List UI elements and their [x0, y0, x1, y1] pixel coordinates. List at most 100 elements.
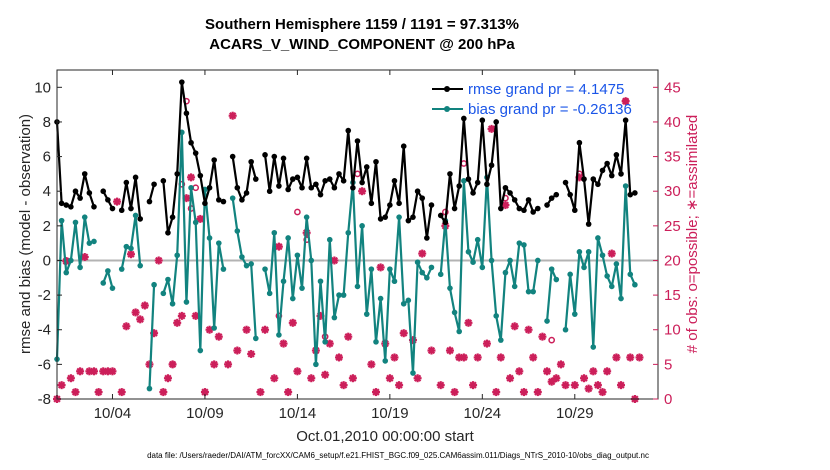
bias-point [553, 276, 560, 283]
bias-point [391, 278, 398, 285]
rmse-point [387, 202, 393, 208]
y-right-tick-label: 0 [664, 391, 672, 408]
y-left-tick-label: -2 [38, 287, 51, 304]
bias-point [234, 228, 241, 234]
rmse-point [595, 181, 601, 188]
obs-assimilated-marker [94, 388, 103, 397]
bias-point [516, 240, 523, 246]
obs-assimilated-marker [589, 367, 598, 376]
rmse-point [294, 174, 301, 181]
rmse-point [502, 184, 509, 191]
rmse-point [484, 181, 490, 188]
bias-point [373, 339, 379, 345]
rmse-point [146, 198, 153, 205]
rmse-point [271, 153, 278, 160]
rmse-point [544, 202, 550, 208]
obs-assimilated-marker [469, 381, 478, 390]
rmse-point [400, 143, 407, 149]
rmse-point [179, 79, 185, 85]
bias-point [216, 240, 222, 246]
bias-point [599, 252, 606, 259]
bias-line-segment [148, 284, 156, 389]
obs-assimilated-marker [519, 388, 528, 397]
obs-assimilated-marker [210, 360, 219, 369]
bias-point [151, 281, 157, 288]
rmse-point [128, 205, 134, 212]
obs-assimilated-marker [390, 353, 399, 362]
bias-point [308, 257, 315, 264]
x-tick-label: 10/09 [186, 405, 224, 422]
obs-assimilated-marker [501, 201, 510, 210]
y-left-axis-label: rmse and bias (model - observation) [17, 114, 34, 354]
obs-assimilated-marker [543, 367, 552, 376]
rmse-point [123, 179, 130, 186]
rmse-point [216, 197, 222, 203]
rmse-point [165, 229, 171, 236]
rmse-point [442, 219, 449, 226]
y-left-tick-label: -8 [38, 391, 51, 408]
y-left-tick-label: 6 [43, 149, 51, 166]
bias-point [465, 249, 472, 255]
rmse-point [132, 174, 139, 181]
rmse-point [331, 184, 338, 191]
obs-assimilated-marker [515, 367, 524, 376]
obs-assimilated-marker [284, 388, 293, 397]
rmse-point [197, 172, 204, 179]
legend-rmse-marker [444, 86, 450, 92]
obs-assimilated-marker [612, 353, 621, 362]
bias-point [276, 332, 282, 338]
rmse-point [479, 117, 486, 124]
y-left-tick-label: -6 [38, 356, 51, 373]
rmse-point [81, 171, 88, 177]
bias-point [123, 243, 130, 250]
rmse-point [562, 179, 569, 186]
rmse-point [428, 202, 435, 208]
y-right-tick-label: 35 [664, 149, 681, 166]
bias-point [317, 278, 324, 285]
rmse-point [322, 178, 328, 184]
bias-point [521, 242, 527, 248]
bias-point [562, 326, 569, 333]
obs-assimilated-marker [524, 325, 533, 334]
obs-assimilated-marker [427, 346, 436, 355]
bias-point [474, 236, 481, 243]
bias-point [544, 318, 550, 324]
obs-assimilated-marker [196, 214, 205, 223]
bias-point [340, 292, 347, 298]
rmse-point [354, 138, 361, 144]
bias-point [461, 178, 467, 184]
obs-assimilated-marker [126, 250, 135, 259]
x-tick-label: 10/14 [279, 405, 317, 422]
rmse-point [169, 214, 176, 220]
obs-assimilated-marker [113, 197, 122, 206]
rmse-point [567, 191, 573, 198]
bias-point [414, 259, 421, 266]
bias-point [382, 358, 389, 364]
bias-point [146, 385, 153, 392]
rmse-point [262, 152, 268, 158]
obs-assimilated-marker [321, 370, 330, 379]
obs-assimilated-marker [154, 256, 163, 265]
rmse-point [229, 153, 236, 160]
bias-point [188, 184, 194, 191]
bias-point [248, 261, 254, 267]
rmse-line-segment [231, 156, 257, 201]
y-right-tick-label: 25 [664, 218, 681, 235]
bias-line-segment [231, 197, 257, 339]
data-file-footer: data file: /Users/raeder/DAI/ATM_forcXX/… [147, 451, 649, 460]
bias-point [285, 235, 291, 241]
obs-assimilated-marker [256, 388, 265, 397]
obs-assimilated-marker [163, 374, 172, 383]
bias-point [428, 264, 435, 271]
rmse-line-segment [564, 119, 636, 226]
rmse-point [368, 200, 375, 207]
rmse-point [345, 127, 352, 134]
rmse-point [68, 203, 74, 210]
y-left-tick-label: 0 [43, 252, 51, 269]
rmse-point [516, 205, 523, 212]
rmse-point [183, 110, 190, 117]
bias-point [345, 229, 352, 236]
obs-assimilated-marker [173, 318, 182, 327]
bias-point [313, 361, 319, 368]
rmse-point [151, 181, 157, 188]
